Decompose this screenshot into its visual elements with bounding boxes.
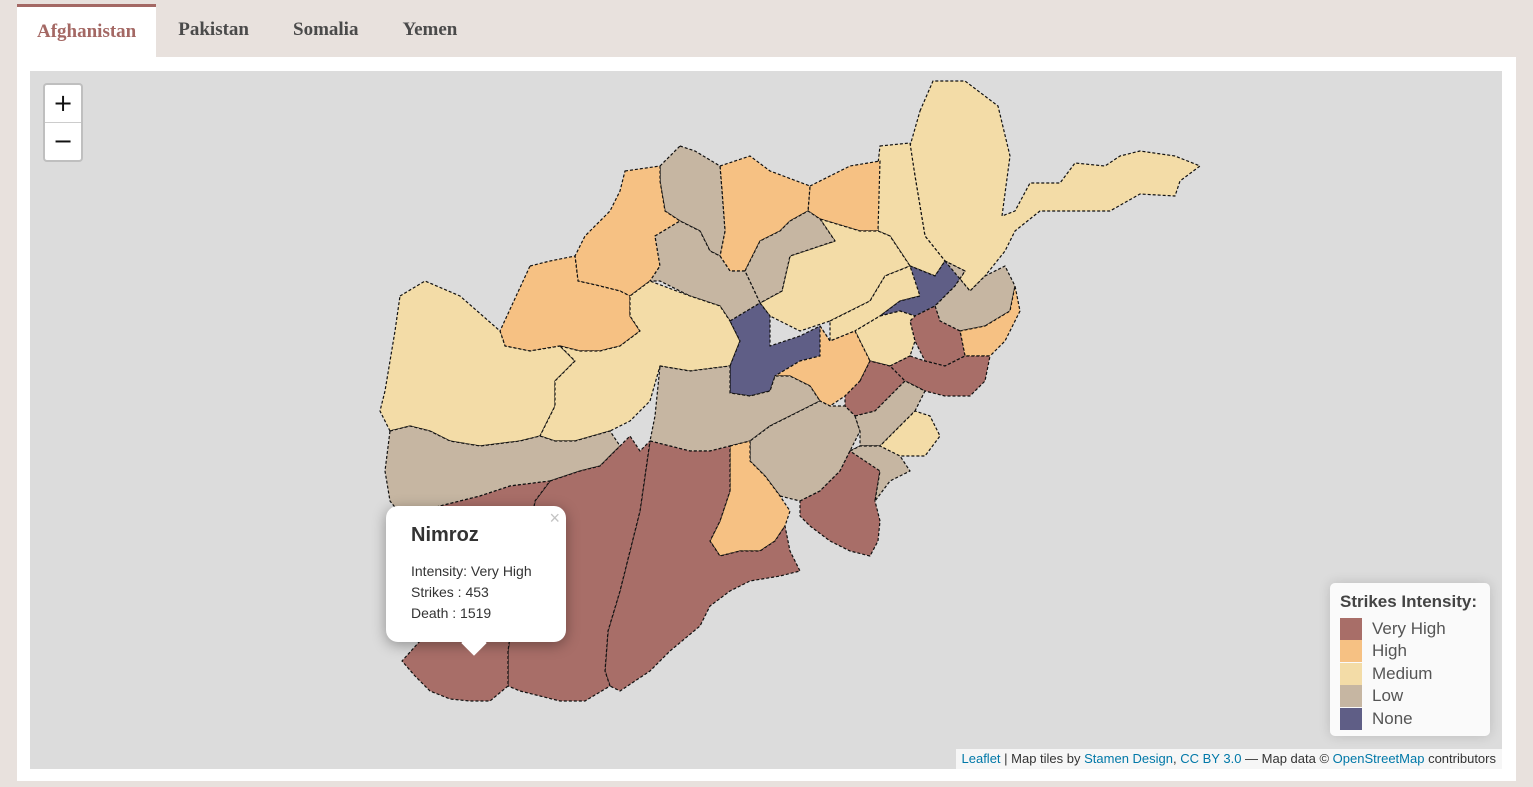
province-samangan[interactable] bbox=[744, 210, 836, 304]
legend-title: Strikes Intensity: bbox=[1340, 592, 1477, 611]
province-popup: × Nimroz Intensity: Very High Strikes : … bbox=[386, 506, 566, 656]
province-kabul[interactable] bbox=[854, 310, 916, 367]
tab-yemen[interactable]: Yemen bbox=[402, 19, 458, 40]
attribution-text: contributors bbox=[1424, 751, 1496, 766]
legend-swatch bbox=[1340, 685, 1362, 707]
zoom-out-button[interactable]: − bbox=[52, 127, 74, 155]
legend-swatch bbox=[1340, 708, 1362, 730]
province-badakhshan[interactable] bbox=[909, 80, 1201, 292]
legend-label: Very High bbox=[1372, 619, 1446, 638]
zoom-control: + − bbox=[43, 83, 83, 162]
legend-label: High bbox=[1372, 641, 1407, 660]
legend-label: Medium bbox=[1372, 664, 1433, 683]
license-link[interactable]: CC BY 3.0 bbox=[1180, 751, 1242, 766]
zoom-in-button[interactable]: + bbox=[45, 85, 81, 123]
province-sarepol[interactable] bbox=[649, 220, 761, 322]
map-attribution: Leaflet | Map tiles by Stamen Design, CC… bbox=[955, 749, 1502, 769]
map-container[interactable]: + − × Nimroz Intensity: Very High Strike… bbox=[30, 71, 1502, 769]
province-badghis[interactable] bbox=[499, 255, 641, 352]
tab-somalia[interactable]: Somalia bbox=[293, 19, 359, 40]
popup-title: Nimroz bbox=[411, 524, 479, 546]
popup-close-button[interactable]: × bbox=[549, 508, 560, 528]
leaflet-link[interactable]: Leaflet bbox=[961, 751, 1001, 766]
legend-label: None bbox=[1372, 709, 1413, 728]
attribution-text: , bbox=[1173, 751, 1181, 766]
province-paktika[interactable] bbox=[849, 445, 911, 502]
tab-afghanistan[interactable]: Afghanistan bbox=[17, 4, 157, 57]
province-map[interactable] bbox=[30, 71, 1502, 769]
province-kunduz[interactable] bbox=[807, 160, 881, 232]
popup-strikes: Strikes : 453 bbox=[411, 584, 489, 600]
popup-death: Death : 1519 bbox=[411, 605, 492, 621]
attribution-text: — Map data © bbox=[1241, 751, 1333, 766]
legend-label: Low bbox=[1372, 686, 1404, 705]
legend: Strikes Intensity: Very High High Medium… bbox=[1330, 583, 1490, 736]
osm-link[interactable]: OpenStreetMap bbox=[1332, 751, 1425, 766]
province-panjshir[interactable] bbox=[879, 260, 966, 317]
attribution-text: | Map tiles by bbox=[1000, 751, 1085, 766]
legend-swatch bbox=[1340, 640, 1362, 662]
legend-swatch bbox=[1340, 618, 1362, 640]
legend-swatch bbox=[1340, 663, 1362, 685]
stamen-link[interactable]: Stamen Design bbox=[1084, 751, 1174, 766]
tab-pakistan[interactable]: Pakistan bbox=[178, 19, 249, 40]
popup-intensity: Intensity: Very High bbox=[411, 563, 532, 579]
country-tabs: Afghanistan Pakistan Somalia Yemen bbox=[17, 4, 479, 57]
province-khost[interactable] bbox=[879, 410, 941, 457]
province-takhar[interactable] bbox=[874, 142, 946, 277]
province-nuristan[interactable] bbox=[934, 260, 1016, 332]
